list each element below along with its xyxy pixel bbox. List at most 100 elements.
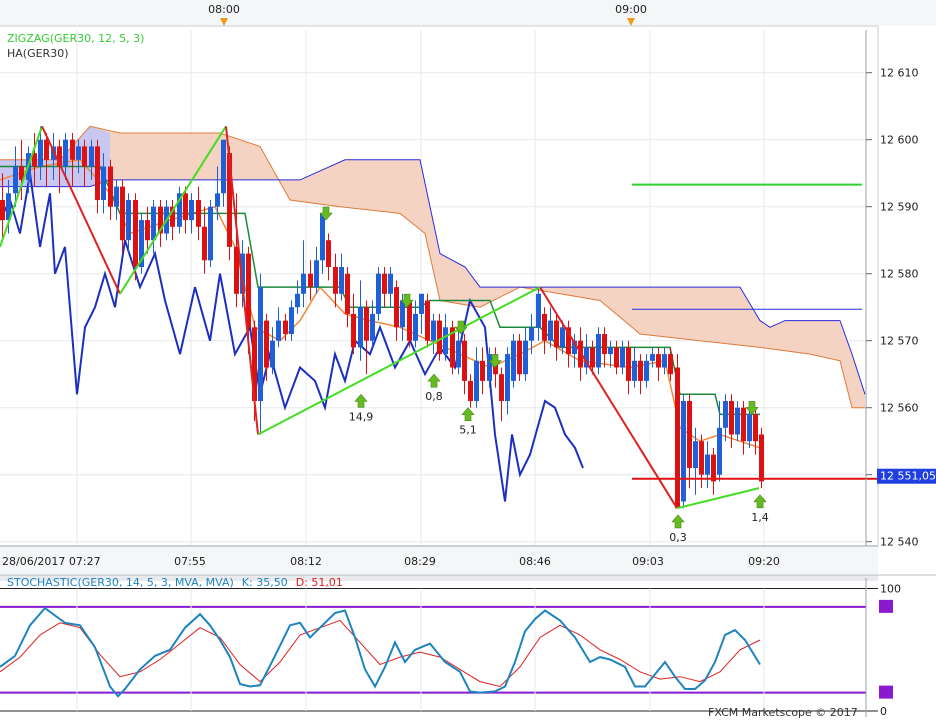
time-label-5: 09:03 [632, 555, 664, 568]
time-marker-0900 [627, 18, 635, 26]
candle-body [693, 441, 698, 468]
candle-body [717, 427, 722, 475]
candle-body [480, 360, 485, 381]
candle-body [711, 454, 716, 482]
candle-body [208, 206, 213, 261]
candle-body [196, 200, 201, 227]
candle-body [468, 380, 473, 401]
time-label-2: 08:12 [290, 555, 322, 568]
candle-body [376, 273, 381, 314]
signal-arrow-up [753, 494, 767, 509]
stochastic-d-value: D: 51,01 [296, 576, 343, 589]
candle-body [158, 206, 163, 234]
candle-body [289, 307, 294, 334]
zigzag-segment [119, 125, 227, 295]
candle-body [723, 401, 728, 428]
zigzag-segment [539, 286, 678, 509]
candle-body [425, 300, 430, 341]
price-axis[interactable]: 12 610 12 600 12 590 12 580 12 570 12 560 12 5… [865, 26, 936, 549]
candle-body [759, 434, 764, 482]
stochastic-k-line [0, 606, 761, 698]
candle-body [584, 347, 589, 368]
candle-body [644, 360, 649, 381]
candle-body [333, 267, 338, 294]
candle-body [638, 360, 643, 381]
stoch-tick-label: 100 [880, 583, 901, 596]
candle-body [394, 287, 399, 328]
candle-body [189, 200, 194, 221]
candle-body [529, 327, 534, 341]
candle-body [76, 146, 81, 160]
signal-arrow-down [745, 401, 759, 415]
candle-body [177, 193, 182, 227]
signal-arrows: 14,9 0,8 5,1 0,3 1,4 [319, 206, 769, 544]
candle-body [246, 253, 251, 328]
candle-body [687, 401, 692, 468]
time-label-3: 08:29 [404, 555, 436, 568]
candle-body [370, 313, 375, 341]
candle-body [523, 340, 528, 375]
candle-body [681, 401, 686, 502]
candle-body [6, 193, 11, 221]
candle-body [487, 354, 492, 381]
candle-body [431, 320, 436, 341]
candle-body [126, 200, 131, 241]
candle-body [729, 401, 734, 435]
candle-body [89, 146, 94, 167]
candle-body [320, 213, 325, 261]
kijun-line [0, 165, 760, 416]
candle-body [650, 354, 655, 361]
candle-body [548, 320, 553, 341]
candle-body [419, 293, 424, 314]
candle-body [308, 273, 313, 288]
zigzag-segment [225, 126, 259, 435]
candle-body [32, 153, 37, 167]
candle-body [753, 414, 758, 442]
candle-body [656, 354, 661, 368]
candle-body [566, 327, 571, 355]
stochastic-name: STOCHASTIC(GER30, 14, 5, 3, MVA, MVA) [7, 576, 234, 589]
time-marker-0800 [220, 18, 228, 26]
indicator-label-zigzag: ZIGZAG(GER30, 12, 5, 3) [7, 32, 144, 45]
candle-body [554, 320, 559, 348]
candle-body [437, 320, 442, 355]
candle-body [57, 146, 62, 167]
y-tick-label: 12 610 [880, 67, 919, 80]
candle-body [314, 260, 319, 288]
candle-body [364, 307, 369, 341]
stochastic-axis: 10085150 [879, 583, 901, 718]
signal-arrow-up [354, 393, 368, 408]
candle-body [0, 200, 5, 221]
candle-body [264, 320, 269, 368]
y-tick-label: 12 540 [880, 536, 919, 549]
candle-body [202, 226, 207, 261]
zigzag-indicator [0, 125, 760, 510]
candle-body [351, 313, 356, 348]
zigzag-segment [0, 125, 43, 248]
stochastic-grid [0, 588, 878, 712]
candle-body [326, 240, 331, 267]
price-panel[interactable]: 14,9 0,8 5,1 0,3 1,4 ZIGZAG(GER30, 12, 5, 3)… [0, 30, 878, 546]
signal-label: 0,3 [669, 531, 687, 544]
signal-arrow-down [319, 206, 333, 221]
candle-body [221, 139, 226, 194]
signal-arrow-up [671, 514, 685, 529]
stoch-level-badge [879, 685, 893, 699]
stochastic-d-line [0, 619, 761, 688]
watermark: FXCM Marketscope © 2017 [708, 706, 858, 719]
indicator-label-ha: HA(GER30) [7, 47, 69, 60]
candle-body [13, 166, 18, 194]
candle-body [620, 347, 625, 368]
candle-body [170, 206, 175, 227]
candle-body [626, 347, 631, 381]
stochastic-panel[interactable]: STOCHASTIC(GER30, 14, 5, 3, MVA, MVA) K: … [0, 574, 936, 719]
stochastic-lines [0, 606, 761, 698]
candle-body [382, 273, 387, 294]
candle-body [114, 186, 119, 207]
candle-body [295, 293, 300, 308]
candle-body [345, 273, 350, 314]
candle-body [462, 340, 467, 381]
candle-body [590, 347, 595, 368]
candle-body [70, 139, 75, 160]
candle-body [400, 300, 405, 328]
